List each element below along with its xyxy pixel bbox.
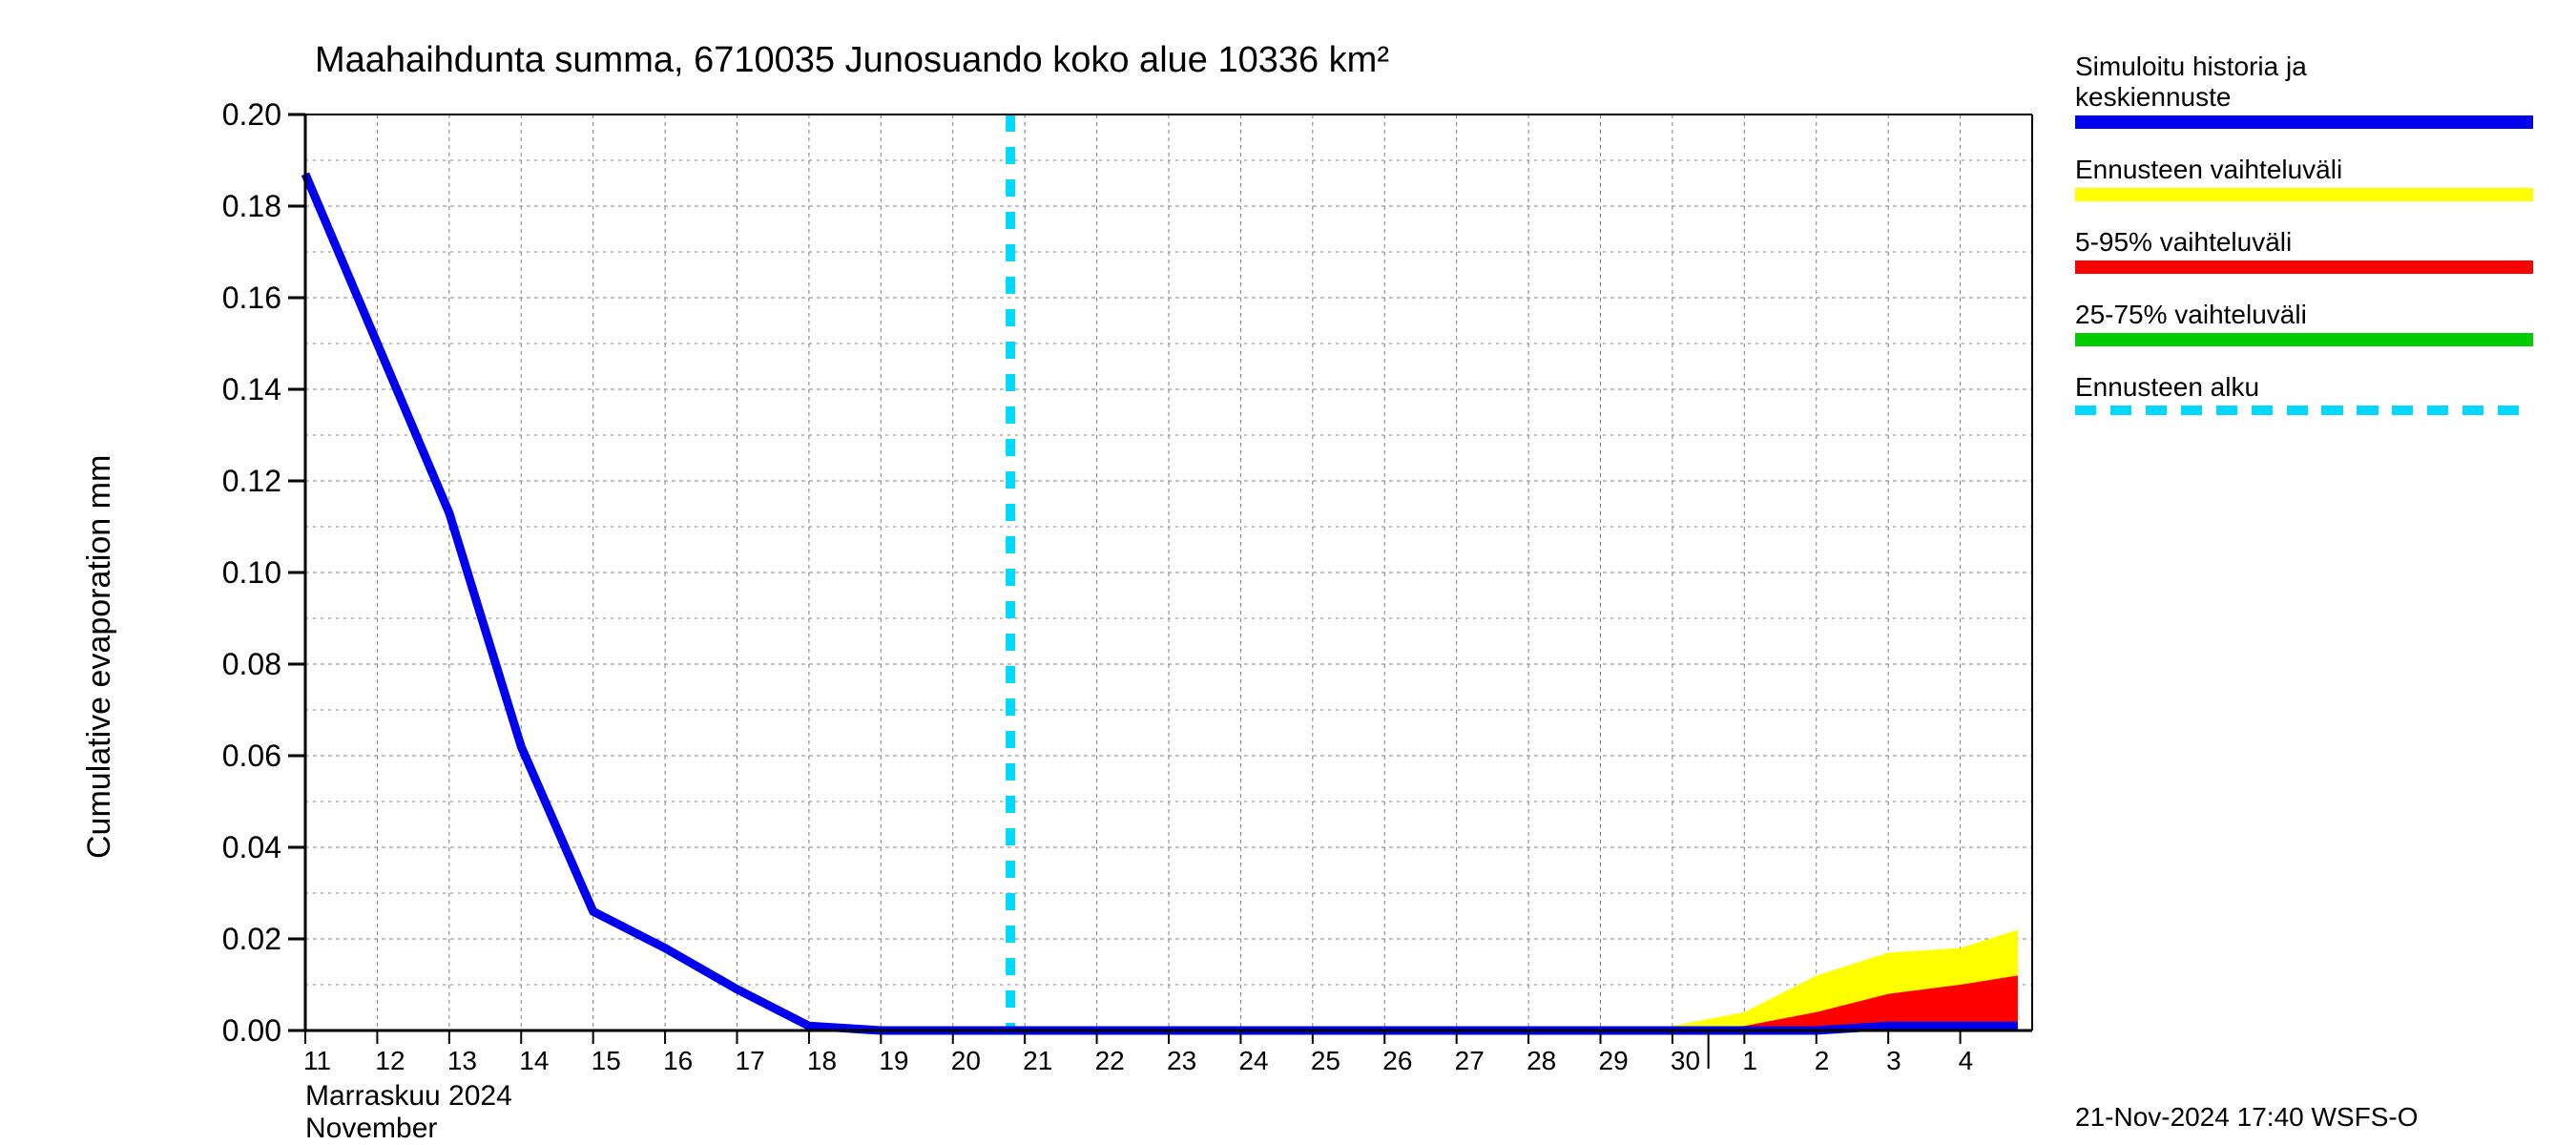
x-tick-label: 29 <box>1599 1046 1629 1076</box>
month-label-fi: Marraskuu 2024 <box>305 1080 512 1113</box>
x-tick-label: 11 <box>303 1046 331 1076</box>
chart-title: Maahaihdunta summa, 6710035 Junosuando k… <box>315 40 1389 81</box>
x-tick-label: 3 <box>1886 1046 1901 1076</box>
legend-swatch-dashed <box>2462 406 2483 415</box>
y-tick-label: 0.18 <box>157 189 281 224</box>
x-tick-label: 30 <box>1671 1046 1700 1076</box>
legend-swatch-dashed <box>2392 406 2413 415</box>
timestamp-label: 21-Nov-2024 17:40 WSFS-O <box>2075 1102 2419 1133</box>
chart-container: Maahaihdunta summa, 6710035 Junosuando k… <box>0 0 2576 1145</box>
y-tick-label: 0.10 <box>157 555 281 591</box>
legend-swatch-dashed <box>2146 406 2167 415</box>
legend-swatch-dashed <box>2181 406 2202 415</box>
x-tick-label: 28 <box>1527 1046 1556 1076</box>
legend-swatch-dashed <box>2216 406 2237 415</box>
legend-swatch <box>2075 333 2533 346</box>
legend-swatch-dashed <box>2252 406 2273 415</box>
legend-label: 5-95% vaihteluväli <box>2075 228 2292 258</box>
legend-swatch-dashed <box>2357 406 2378 415</box>
y-tick-label: 0.08 <box>157 647 281 682</box>
legend-label: Ennusteen alku <box>2075 373 2259 403</box>
x-tick-label: 16 <box>663 1046 693 1076</box>
legend-swatch-dashed <box>2075 406 2096 415</box>
x-tick-label: 25 <box>1311 1046 1340 1076</box>
x-tick-label: 27 <box>1455 1046 1485 1076</box>
x-tick-label: 1 <box>1742 1046 1757 1076</box>
x-tick-label: 24 <box>1238 1046 1268 1076</box>
y-tick-label: 0.14 <box>157 372 281 407</box>
y-tick-label: 0.06 <box>157 739 281 774</box>
x-tick-label: 22 <box>1095 1046 1125 1076</box>
month-label-en: November <box>305 1113 437 1145</box>
x-tick-label: 14 <box>519 1046 549 1076</box>
main-line <box>305 174 2018 1030</box>
y-axis-label: Cumulative evaporation mm <box>81 455 118 859</box>
x-tick-label: 20 <box>951 1046 981 1076</box>
legend-swatch-dashed <box>2498 406 2519 415</box>
legend-swatch-dashed <box>2321 406 2342 415</box>
x-tick-label: 12 <box>375 1046 405 1076</box>
x-tick-label: 13 <box>447 1046 477 1076</box>
y-tick-label: 0.12 <box>157 464 281 499</box>
legend-swatch <box>2075 115 2533 129</box>
legend-label: 25-75% vaihteluväli <box>2075 301 2307 330</box>
x-tick-label: 15 <box>592 1046 621 1076</box>
y-tick-label: 0.02 <box>157 922 281 957</box>
legend-swatch-dashed <box>2287 406 2308 415</box>
legend-swatch <box>2075 188 2533 201</box>
y-tick-label: 0.20 <box>157 97 281 133</box>
legend-label: Ennusteen vaihteluväli <box>2075 156 2342 185</box>
legend-swatch-dashed <box>2110 406 2131 415</box>
legend-swatch <box>2075 260 2533 274</box>
x-tick-label: 19 <box>879 1046 908 1076</box>
x-tick-label: 4 <box>1959 1046 1974 1076</box>
x-tick-label: 18 <box>807 1046 837 1076</box>
x-tick-label: 21 <box>1023 1046 1052 1076</box>
y-tick-label: 0.04 <box>157 830 281 865</box>
legend-label: Simuloitu historia ja <box>2075 52 2307 82</box>
legend-swatch-dashed <box>2427 406 2448 415</box>
legend-label: keskiennuste <box>2075 83 2231 113</box>
x-tick-label: 17 <box>736 1046 765 1076</box>
y-tick-label: 0.16 <box>157 281 281 316</box>
x-tick-label: 23 <box>1167 1046 1196 1076</box>
y-tick-label: 0.00 <box>157 1013 281 1049</box>
x-tick-label: 2 <box>1815 1046 1830 1076</box>
x-tick-label: 26 <box>1382 1046 1412 1076</box>
